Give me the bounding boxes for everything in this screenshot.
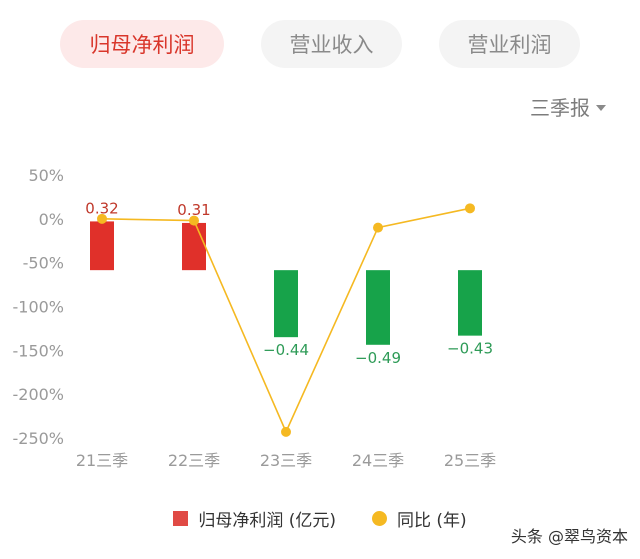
bar — [90, 221, 114, 271]
bar — [274, 270, 298, 338]
bar — [366, 270, 390, 345]
y-tick-label: -250% — [12, 429, 64, 448]
period-selector-label: 三季报 — [530, 96, 590, 120]
y-tick-label: -200% — [12, 385, 64, 404]
yoy-point — [281, 426, 291, 437]
y-tick-label: -150% — [12, 341, 64, 360]
yoy-point — [97, 213, 107, 224]
yoy-point — [189, 215, 199, 226]
y-tick-label: -100% — [12, 298, 64, 317]
y-tick-label: 0% — [39, 210, 64, 229]
y-tick-label: -50% — [23, 254, 64, 273]
bar-data-label: −0.49 — [355, 349, 401, 367]
x-tick-label: 23三季 — [260, 451, 312, 470]
bar-data-label: −0.43 — [447, 340, 493, 358]
legend-item-profit[interactable]: 归母净利润 (亿元) — [173, 506, 336, 531]
x-tick-label: 22三季 — [168, 451, 220, 470]
bar-data-label: 0.32 — [85, 199, 118, 217]
legend-bar-swatch — [173, 511, 189, 526]
period-selector[interactable]: 三季报 — [530, 92, 606, 121]
tab-operating-profit[interactable]: 营业利润 — [439, 20, 580, 68]
chart-legend: 归母净利润 (亿元) 同比 (年) — [0, 506, 640, 531]
yoy-point — [373, 222, 383, 233]
watermark: 头条 @翠鸟资本 — [510, 527, 628, 546]
legend-dot-swatch — [372, 511, 387, 526]
bar-data-label: −0.44 — [263, 341, 309, 359]
caret-down-icon — [596, 105, 606, 111]
bar — [182, 222, 206, 271]
x-tick-label: 21三季 — [76, 451, 128, 470]
profit-chart: 50% 0% -50% -100% -150% -200% -250% 21三季 22三季 23三… — [12, 166, 496, 470]
legend-item-yoy[interactable]: 同比 (年) — [372, 506, 467, 531]
x-tick-label: 24三季 — [352, 451, 404, 470]
bar-data-label: 0.31 — [177, 201, 210, 219]
legend-profit-label: 归母净利润 (亿元) — [198, 511, 336, 531]
legend-yoy-label: 同比 (年) — [397, 511, 467, 531]
tab-net-profit[interactable]: 归母净利润 — [60, 20, 224, 68]
x-tick-label: 25三季 — [444, 451, 496, 470]
y-tick-label: 50% — [28, 166, 64, 185]
tab-revenue[interactable]: 营业收入 — [261, 20, 402, 68]
bar — [458, 270, 482, 336]
yoy-point — [465, 203, 475, 214]
